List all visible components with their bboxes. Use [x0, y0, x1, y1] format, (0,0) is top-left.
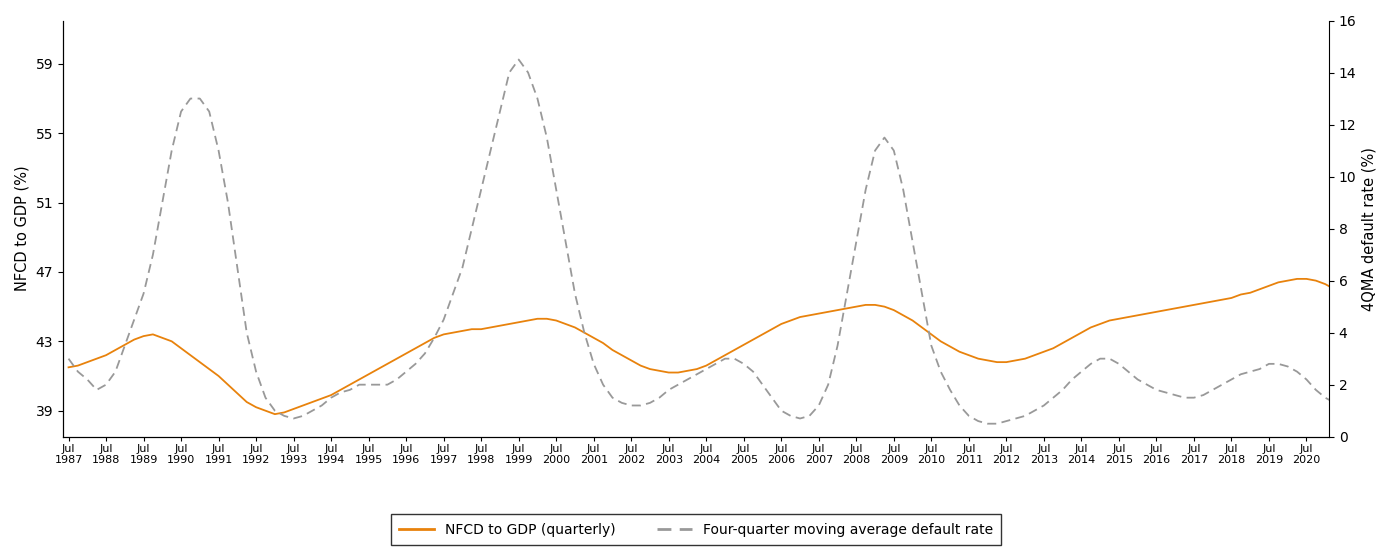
Y-axis label: 4QMA default rate (%): 4QMA default rate (%): [1361, 147, 1377, 311]
Legend: NFCD to GDP (quarterly), Four-quarter moving average default rate: NFCD to GDP (quarterly), Four-quarter mo…: [391, 514, 1001, 545]
Y-axis label: NFCD to GDP (%): NFCD to GDP (%): [15, 166, 31, 291]
